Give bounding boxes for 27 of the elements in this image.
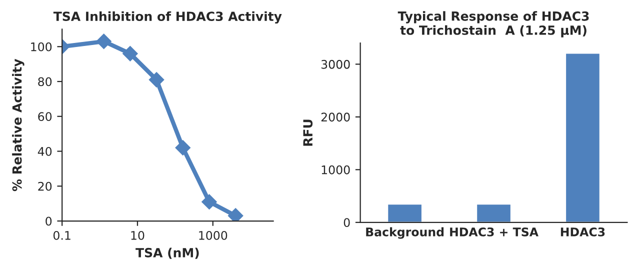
y-tick-label: 20 — [38, 182, 52, 191]
chart-title: Typical Response of HDAC3 to Trichostain A (1.25 µM) — [398, 11, 589, 38]
x-tick-label: 0.1 — [53, 230, 70, 240]
y-tick-label: 3000 — [321, 60, 350, 69]
x-tick-label: HDAC3 + TSA — [450, 227, 538, 236]
chart-title: TSA Inhibition of HDAC3 Activity — [53, 11, 282, 24]
x-tick-label: Background — [366, 227, 444, 239]
y-tick-label: 40 — [38, 146, 52, 156]
y-axis-title: RFU — [303, 120, 313, 146]
y-tick-label: 80 — [38, 77, 52, 86]
x-axis-title: TSA (nM) — [136, 248, 199, 259]
point — [228, 208, 244, 222]
point — [96, 34, 112, 49]
x-tick-label: 1000 — [199, 230, 228, 240]
y-axis-title: % Relative Activity — [12, 58, 24, 192]
point — [148, 72, 164, 88]
y-tick-label: 2000 — [321, 112, 350, 122]
point — [122, 46, 138, 62]
point — [202, 194, 217, 210]
point — [175, 140, 190, 156]
x-tick-label: HDAC3 — [560, 227, 605, 236]
y-tick-label: 60 — [38, 112, 52, 122]
y-tick-label: 0 — [344, 218, 350, 228]
y-tick-label: 0 — [46, 216, 52, 226]
y-tick-label: 100 — [31, 42, 52, 52]
x-tick-label: 10 — [131, 230, 144, 240]
y-tick-label: 1000 — [322, 165, 350, 174]
